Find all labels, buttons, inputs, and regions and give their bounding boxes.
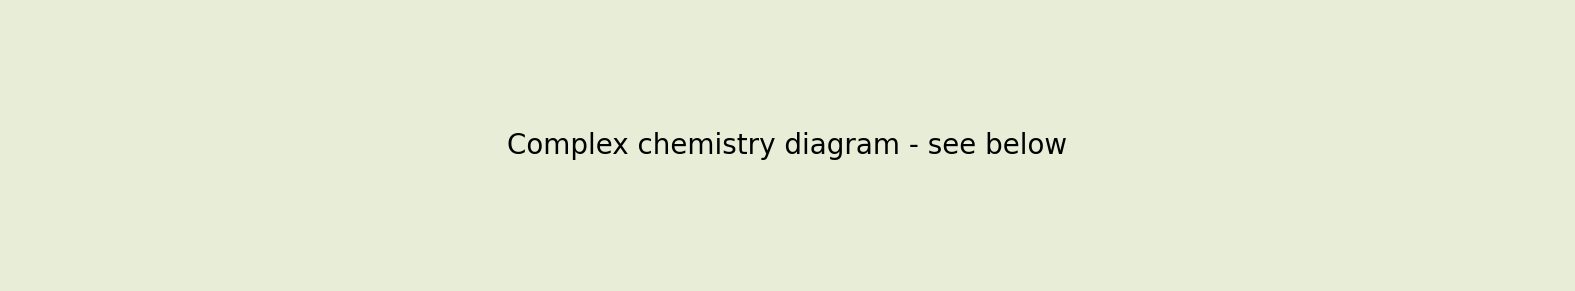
Text: Complex chemistry diagram - see below: Complex chemistry diagram - see below bbox=[507, 132, 1068, 159]
